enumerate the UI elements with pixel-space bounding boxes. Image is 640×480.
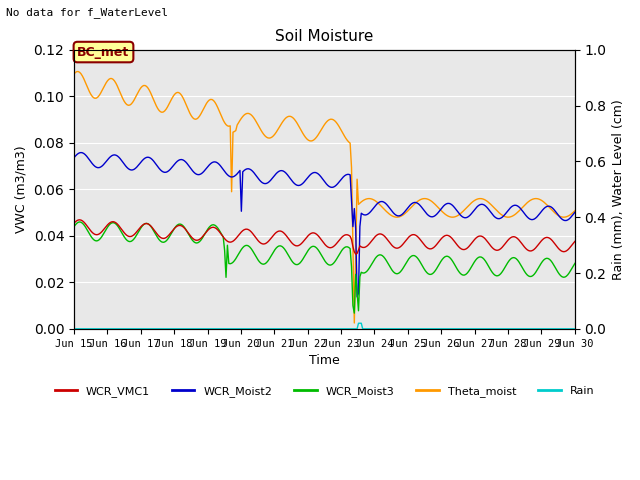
Legend: WCR_VMC1, WCR_Moist2, WCR_Moist3, Theta_moist, Rain: WCR_VMC1, WCR_Moist2, WCR_Moist3, Theta_… [51,382,598,402]
Text: No data for f_WaterLevel: No data for f_WaterLevel [6,7,168,18]
Y-axis label: VWC (m3/m3): VWC (m3/m3) [15,145,28,233]
Title: Soil Moisture: Soil Moisture [275,29,374,44]
X-axis label: Time: Time [309,354,340,367]
Text: BC_met: BC_met [77,46,130,59]
Y-axis label: Rain (mm), Water Level (cm): Rain (mm), Water Level (cm) [612,99,625,280]
